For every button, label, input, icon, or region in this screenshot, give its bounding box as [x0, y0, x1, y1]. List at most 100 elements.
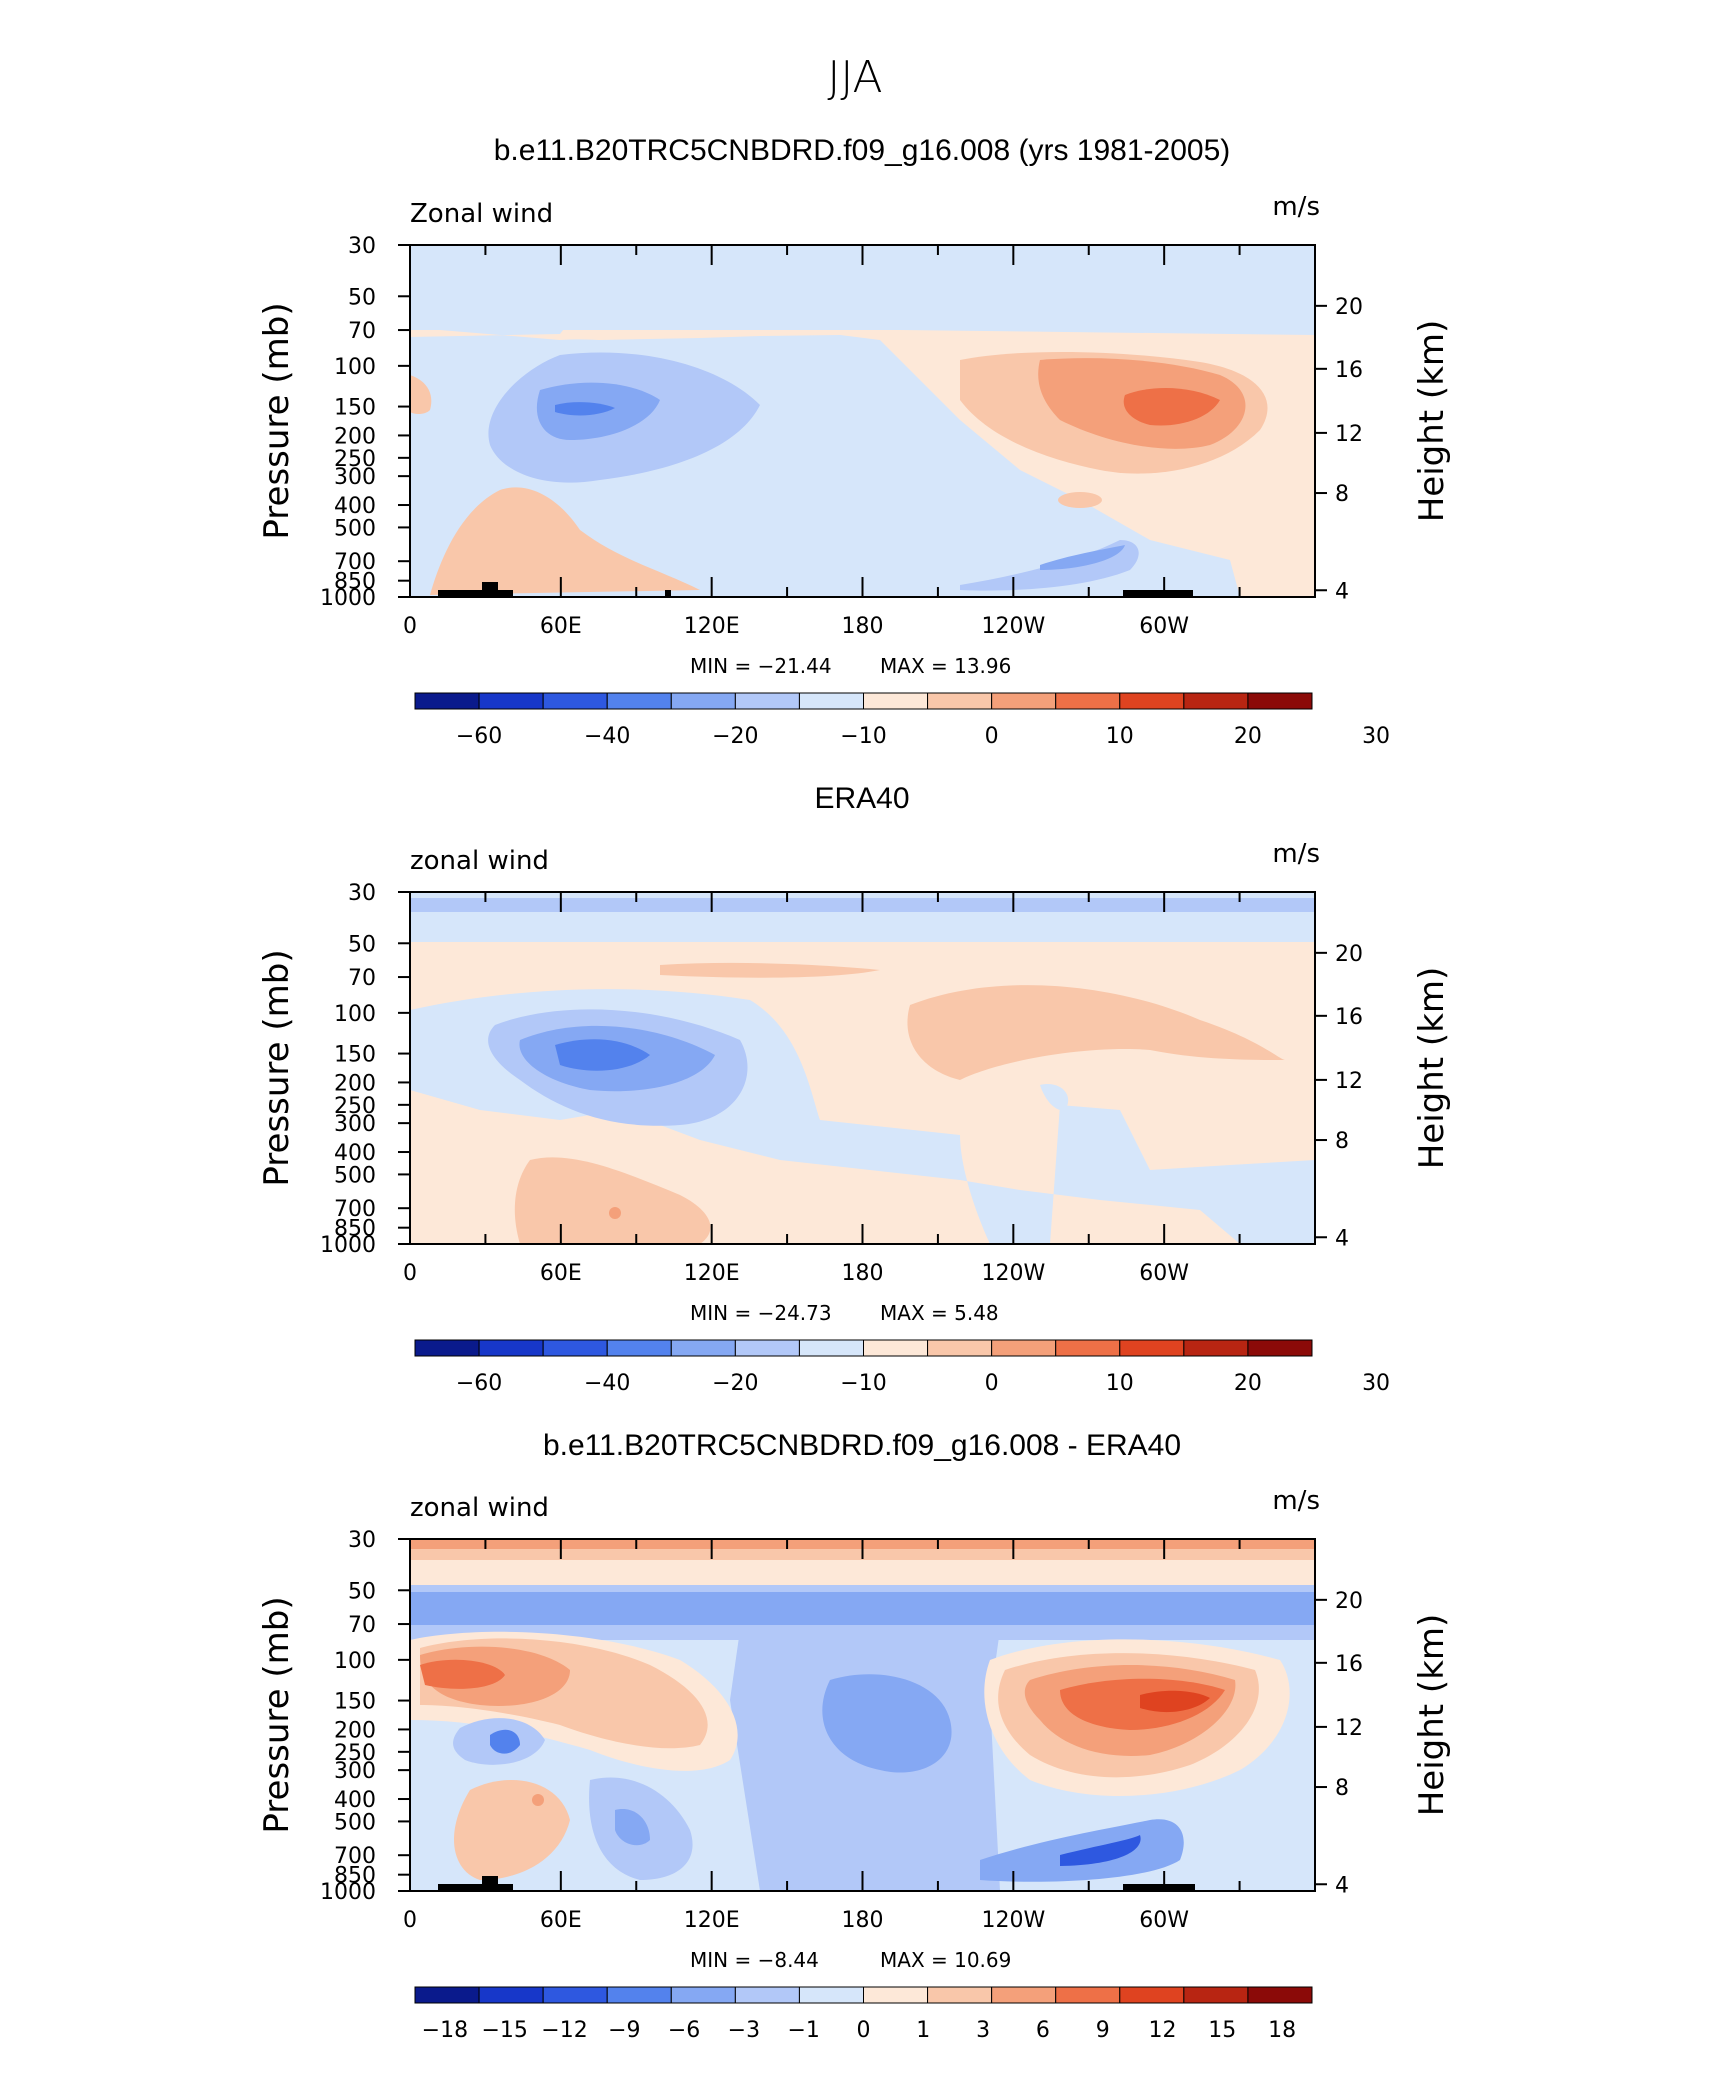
y-tick-label: 200	[334, 1718, 376, 1743]
contour-negative	[1040, 1084, 1069, 1111]
colorbar-box	[542, 1339, 608, 1357]
x-tick-label: 120E	[684, 614, 740, 639]
min-stat: MIN = −21.44	[690, 654, 832, 678]
y-tick-label: 700	[334, 550, 376, 575]
x-tick-label: 0	[403, 1261, 417, 1286]
x-tick-label: 60W	[1139, 1261, 1189, 1286]
colorbar-box	[798, 1986, 865, 2004]
colorbar-label: −60	[456, 1371, 502, 1396]
y2-tick-label: 12	[1335, 422, 1363, 447]
contour-positive	[907, 985, 1285, 1080]
contour-negative	[822, 1674, 952, 1773]
y-tick-label: 400	[334, 1788, 376, 1813]
contour-positive	[410, 375, 432, 415]
colorbar-label: −40	[584, 724, 630, 749]
topography	[482, 582, 498, 592]
colorbar-label: 12	[1149, 2018, 1177, 2043]
y2-tick-label: 12	[1335, 1069, 1363, 1094]
y-tick-label: 850	[334, 1217, 376, 1242]
y-tick-label: 50	[348, 285, 376, 310]
x-tick-label: 120E	[684, 1261, 740, 1286]
x-tick-label: 120W	[981, 1261, 1045, 1286]
y-tick-label: 300	[334, 1112, 376, 1137]
y-tick-label: 100	[334, 1002, 376, 1027]
y2-tick-label: 8	[1335, 1776, 1349, 1801]
contour-field	[410, 245, 1315, 597]
units-label: m/s	[1272, 1486, 1320, 1516]
colorbar-box	[1247, 1986, 1313, 2004]
colorbar-label: 0	[985, 1371, 999, 1396]
y-tick-label: 1000	[320, 1233, 376, 1258]
contour-positive	[1140, 1690, 1210, 1713]
y-tick-label: 200	[334, 1071, 376, 1096]
panel-title: b.e11.B20TRC5CNBDRD.f09_g16.008 - ERA40	[543, 1429, 1181, 1462]
x-tick-label: 60W	[1139, 614, 1189, 639]
colorbar-box	[927, 1986, 993, 2004]
y-tick-label: 200	[334, 424, 376, 449]
colorbar-label: −18	[422, 2018, 468, 2043]
y-tick-label: 100	[334, 1649, 376, 1674]
contour-negative	[1040, 545, 1125, 570]
colorbar-box	[606, 1339, 672, 1357]
panel-difference: b.e11.B20TRC5CNBDRD.f09_g16.008 - ERA40 …	[257, 1429, 1452, 1972]
colorbar-label: −9	[608, 2018, 640, 2043]
colorbar-label: 9	[1096, 2018, 1110, 2043]
y2-axis-label: Height (km)	[1412, 967, 1452, 1170]
x-tick-label: 120E	[684, 1908, 740, 1933]
colorbar-label: 30	[1362, 724, 1390, 749]
colorbar-box	[606, 692, 672, 710]
x-tick-label: 180	[842, 1908, 884, 1933]
y2-axis-label: Height (km)	[1412, 320, 1452, 523]
colorbar-box	[1247, 692, 1313, 710]
colorbar-label: −10	[840, 724, 886, 749]
colorbar-label: −12	[541, 2018, 587, 2043]
units-label: m/s	[1272, 839, 1320, 869]
variable-label: zonal wind	[410, 1493, 549, 1523]
y-axis-label: Pressure (mb)	[257, 302, 297, 539]
colorbar-label: −10	[840, 1371, 886, 1396]
y2-tick-label: 8	[1335, 1129, 1349, 1154]
colorbar-box	[542, 692, 608, 710]
topography	[665, 590, 671, 597]
colorbar-box	[1119, 692, 1185, 710]
y-tick-label: 150	[334, 1043, 376, 1068]
colorbar-box	[863, 692, 929, 710]
y-tick-label: 250	[334, 447, 376, 472]
colorbar-label: 10	[1106, 724, 1134, 749]
variable-label: Zonal wind	[410, 199, 553, 229]
colorbar-label: 15	[1208, 2018, 1236, 2043]
colorbar-label: −20	[712, 1371, 758, 1396]
topography	[482, 1876, 498, 1886]
colorbar-box	[991, 1986, 1057, 2004]
y2-tick-label: 16	[1335, 1005, 1363, 1030]
max-stat: MAX = 5.48	[880, 1301, 999, 1325]
colorbar-box	[1119, 1986, 1185, 2004]
panel-title: ERA40	[814, 782, 909, 815]
contour-positive	[1123, 388, 1220, 426]
colorbar-label: −20	[712, 724, 758, 749]
topography	[438, 590, 513, 597]
y2-tick-label: 20	[1335, 942, 1363, 967]
contour-negative	[555, 1039, 650, 1071]
y-tick-label: 30	[348, 1528, 376, 1553]
y-tick-label: 500	[334, 1163, 376, 1188]
y2-tick-label: 12	[1335, 1716, 1363, 1741]
min-stat: MIN = −8.44	[690, 1948, 819, 1972]
x-tick-label: 0	[403, 614, 417, 639]
colorbar-box	[670, 1339, 736, 1357]
min-stat: MIN = −24.73	[690, 1301, 832, 1325]
y-tick-label: 500	[334, 516, 376, 541]
colorbar-box	[1247, 1339, 1313, 1357]
x-tick-label: 0	[403, 1908, 417, 1933]
x-tick-label: 60E	[540, 614, 582, 639]
variable-label: zonal wind	[410, 846, 549, 876]
y-tick-label: 1000	[320, 586, 376, 611]
y2-tick-label: 20	[1335, 1589, 1363, 1614]
y2-tick-label: 8	[1335, 482, 1349, 507]
units-label: m/s	[1272, 192, 1320, 222]
y-tick-label: 150	[334, 1690, 376, 1715]
colorbar-box	[478, 692, 544, 710]
x-tick-label: 60E	[540, 1261, 582, 1286]
y-tick-label: 50	[348, 1579, 376, 1604]
contour-negative	[490, 1729, 520, 1754]
